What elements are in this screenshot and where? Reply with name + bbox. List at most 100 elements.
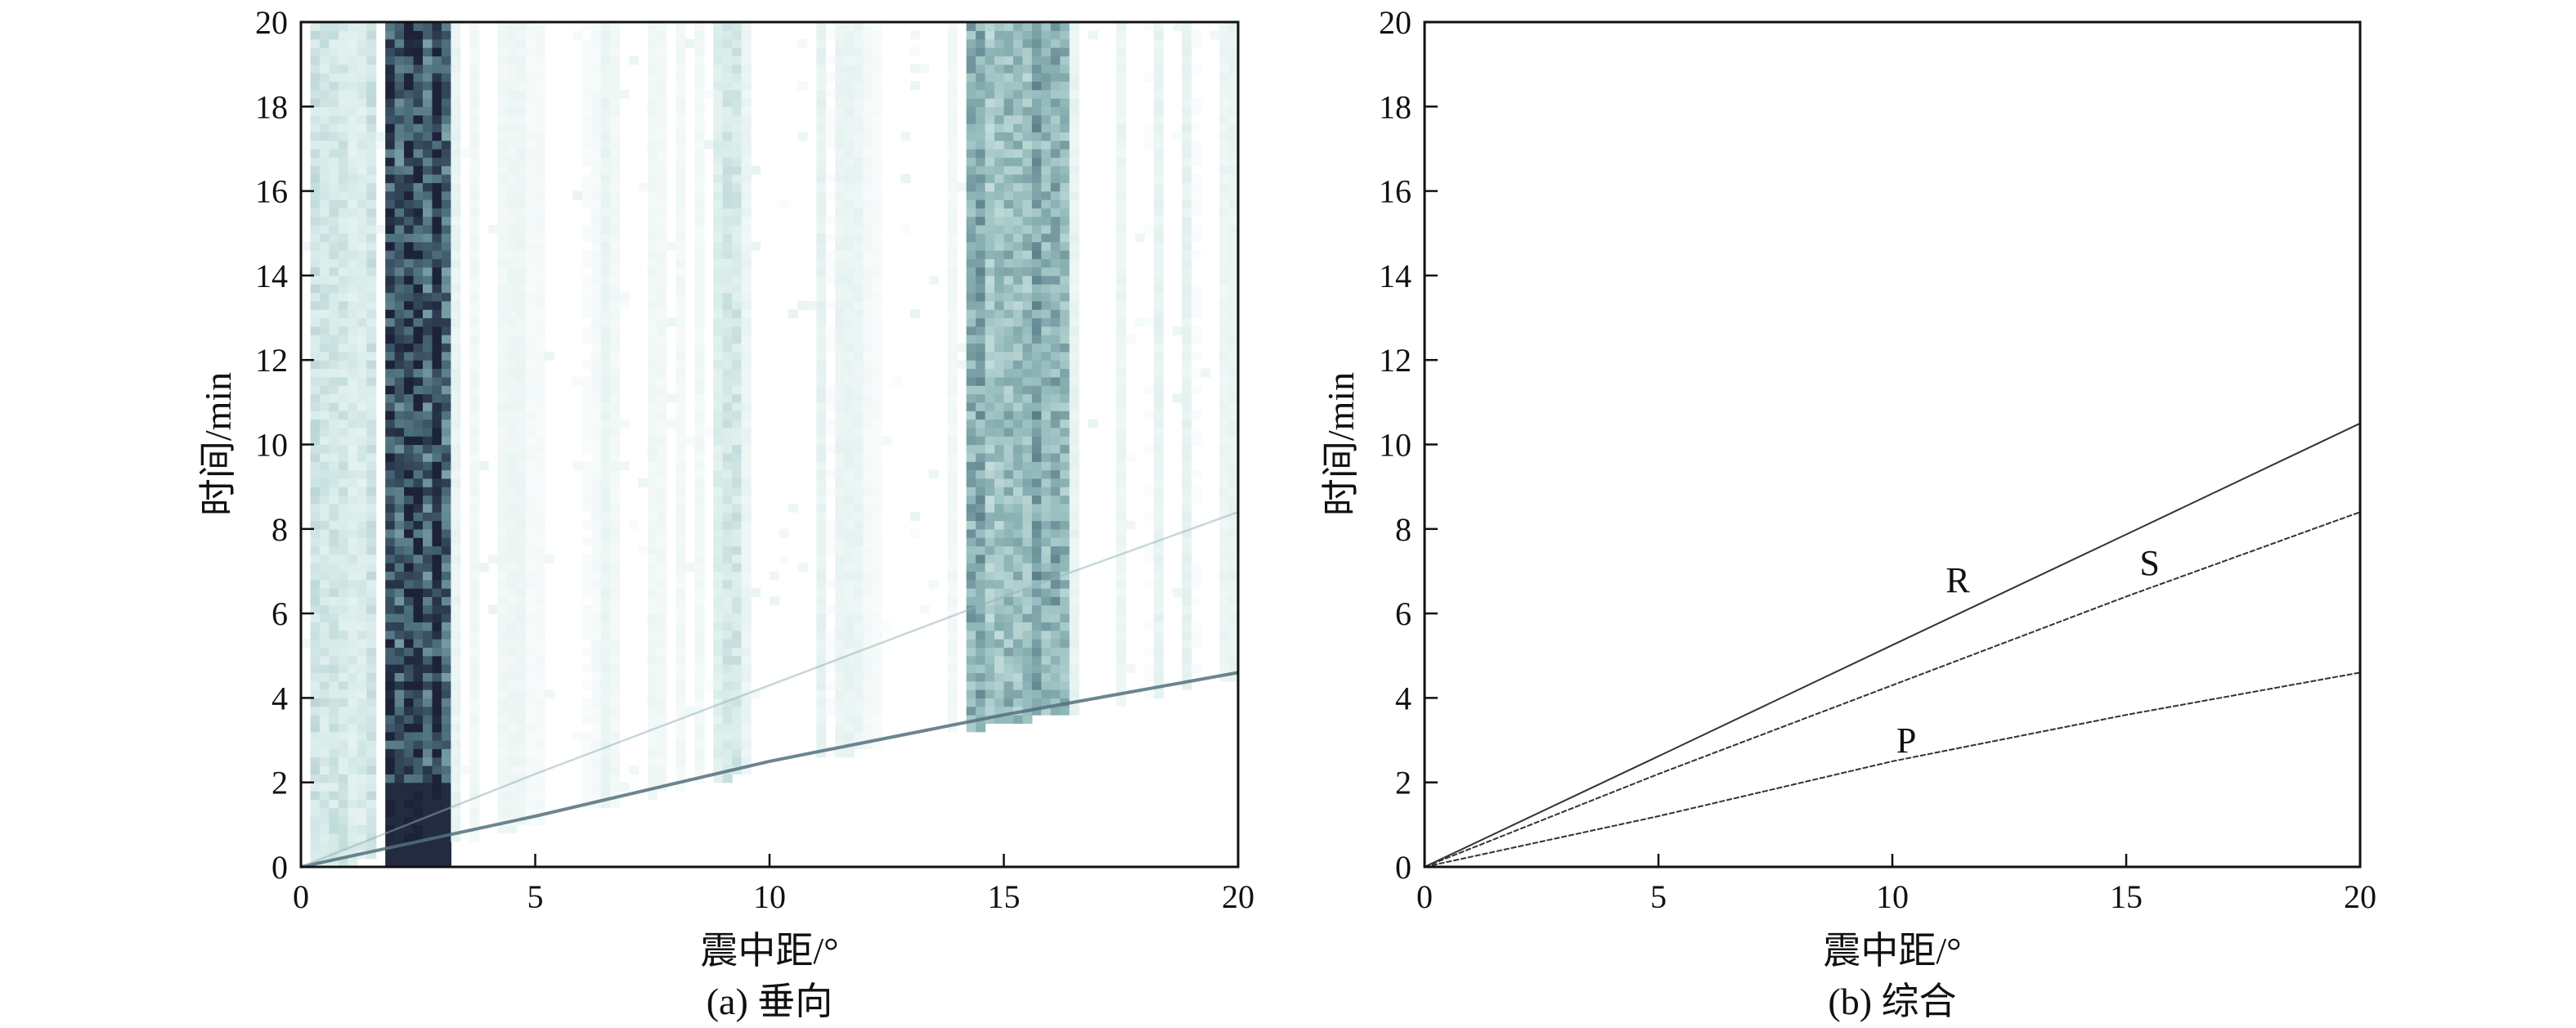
heatmap-cell (741, 47, 752, 56)
heatmap-cell (966, 47, 976, 56)
heatmap-cell (413, 38, 424, 48)
heatmap-cell (329, 376, 339, 386)
heatmap-cell (844, 132, 855, 141)
heatmap-cell (873, 89, 883, 99)
heatmap-cell (844, 216, 855, 226)
heatmap-cell (675, 64, 686, 74)
heatmap-cell (507, 469, 518, 479)
heatmap-cell (1022, 284, 1033, 294)
heatmap-cell (1003, 419, 1014, 429)
heatmap-cell (1031, 199, 1042, 209)
heatmap-cell (873, 165, 883, 175)
heatmap-cell (1060, 419, 1070, 429)
heatmap-cell (357, 208, 367, 218)
heatmap-cell (947, 72, 958, 82)
heatmap-cell (909, 30, 920, 40)
heatmap-cell (366, 249, 377, 259)
heatmap-cell (648, 140, 658, 150)
heatmap-cell (348, 765, 358, 774)
heatmap-cell (497, 132, 508, 141)
heatmap-cell (1060, 56, 1070, 65)
heatmap-cell (329, 292, 339, 302)
heatmap-cell (441, 292, 451, 302)
heatmap-cell (394, 106, 405, 116)
heatmap-cell (1069, 411, 1079, 420)
heatmap-cell (591, 647, 602, 657)
heatmap-cell (844, 596, 855, 606)
heatmap-cell (432, 89, 442, 99)
heatmap-cell (1041, 334, 1052, 344)
heatmap-cell (610, 334, 621, 344)
heatmap-cell (366, 317, 377, 327)
heatmap-cell (451, 807, 461, 817)
heatmap-cell (394, 64, 405, 74)
heatmap-cell (863, 317, 873, 327)
heatmap-cell (1003, 411, 1014, 420)
heatmap-cell (319, 309, 330, 319)
heatmap-cell (497, 309, 508, 319)
heatmap-cell (947, 655, 958, 665)
heatmap-cell (1012, 664, 1024, 674)
heatmap-cell (310, 723, 321, 733)
heatmap-cell (1060, 520, 1070, 530)
heatmap-cell (526, 148, 536, 158)
heatmap-cell (441, 554, 451, 563)
heatmap-cell (1031, 537, 1042, 547)
heatmap-cell (357, 545, 367, 555)
heatmap-cell (966, 630, 976, 640)
heatmap-cell (319, 376, 330, 386)
heatmap-cell (348, 427, 358, 437)
heatmap-cell (947, 216, 958, 226)
heatmap-cell (1003, 664, 1014, 674)
heatmap-cell (591, 22, 602, 31)
heatmap-cell (385, 520, 396, 530)
heatmap-cell (526, 173, 536, 183)
heatmap-cell (329, 537, 339, 547)
heatmap-cell (497, 393, 508, 403)
heatmap-cell (469, 56, 480, 65)
heatmap-cell (1031, 275, 1042, 285)
heatmap-cell (694, 520, 705, 530)
heatmap-cell (854, 528, 864, 538)
heatmap-cell (985, 537, 995, 547)
heatmap-cell (1031, 233, 1042, 243)
heatmap-cell (357, 528, 367, 538)
heatmap-cell (873, 689, 883, 698)
heatmap-cell (1060, 376, 1070, 386)
heatmap-cell (610, 64, 621, 74)
heatmap-cell (816, 563, 827, 572)
heatmap-cell (432, 368, 442, 378)
heatmap-cell (404, 756, 415, 766)
heatmap-cell (366, 309, 377, 319)
heatmap-cell (366, 604, 377, 614)
heatmap-cell (413, 249, 424, 259)
heatmap-cell (1069, 554, 1079, 563)
heatmap-cell (600, 622, 611, 631)
heatmap-cell (394, 689, 405, 698)
heatmap-cell (432, 208, 442, 218)
heatmap-cell (675, 351, 686, 361)
heatmap-cell (976, 97, 986, 107)
heatmap-cell (526, 157, 536, 167)
heatmap-cell (675, 106, 686, 116)
heatmap-cell (694, 368, 705, 378)
heatmap-cell (526, 224, 536, 234)
heatmap-cell (844, 630, 855, 640)
heatmap-cell (385, 554, 396, 563)
heatmap-cell (385, 731, 396, 741)
heatmap-cell (319, 850, 330, 860)
heatmap-cell (581, 249, 592, 259)
heatmap-cell (694, 444, 705, 454)
heatmap-cell (1041, 325, 1052, 335)
heatmap-cell (497, 216, 508, 226)
heatmap-cell (357, 461, 367, 471)
heatmap-cell (422, 241, 433, 251)
heatmap-cell (994, 680, 1005, 690)
heatmap-cell (648, 249, 658, 259)
heatmap-cell (535, 300, 545, 310)
heatmap-cell (657, 64, 667, 74)
heatmap-cell (648, 224, 658, 234)
heatmap-cell (947, 123, 958, 132)
heatmap-cell (1031, 393, 1042, 403)
heatmap-cell (610, 157, 621, 167)
